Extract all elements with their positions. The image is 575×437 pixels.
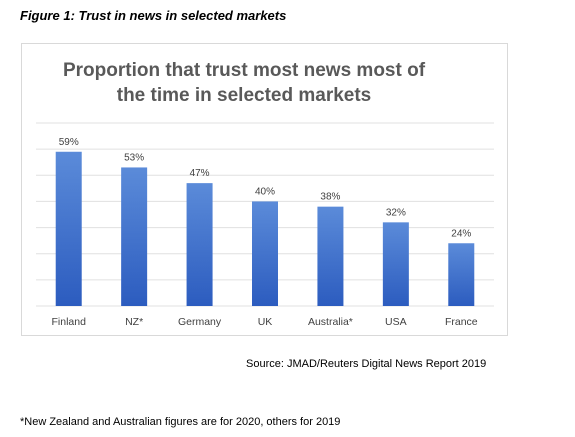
bar-germany (186, 183, 213, 306)
data-label: 59% (59, 137, 79, 148)
data-label: 40% (255, 186, 275, 197)
chart-title-line: the time in selected markets (117, 85, 372, 106)
bar-nz (121, 167, 148, 306)
data-label: 24% (451, 228, 471, 239)
source-note: Source: JMAD/Reuters Digital News Report… (246, 358, 487, 370)
bar-chart: Proportion that trust most news most of t… (36, 60, 494, 328)
data-label: 38% (320, 192, 340, 203)
chart-title-line: Proportion that trust most news most of (63, 60, 426, 81)
data-label: 53% (124, 152, 144, 163)
x-tick-label: Germany (178, 316, 222, 328)
chart-frame: Proportion that trust most news most of t… (21, 43, 508, 336)
x-tick-label: NZ* (125, 316, 143, 328)
bar-finland (55, 151, 82, 306)
bar-uk (252, 201, 278, 306)
x-tick-label: UK (258, 316, 273, 328)
x-tick-label: USA (385, 316, 407, 328)
data-label: 47% (190, 168, 210, 179)
bar-france (448, 243, 475, 306)
footnote: *New Zealand and Australian figures are … (20, 416, 341, 428)
x-tick-label: Finland (51, 316, 86, 328)
bar-usa (382, 222, 409, 306)
figure-caption: Figure 1: Trust in news in selected mark… (20, 8, 287, 23)
x-tick-label: France (445, 316, 478, 328)
data-label: 32% (386, 207, 406, 218)
bar-australia (317, 206, 344, 306)
x-tick-label: Australia* (308, 316, 353, 328)
